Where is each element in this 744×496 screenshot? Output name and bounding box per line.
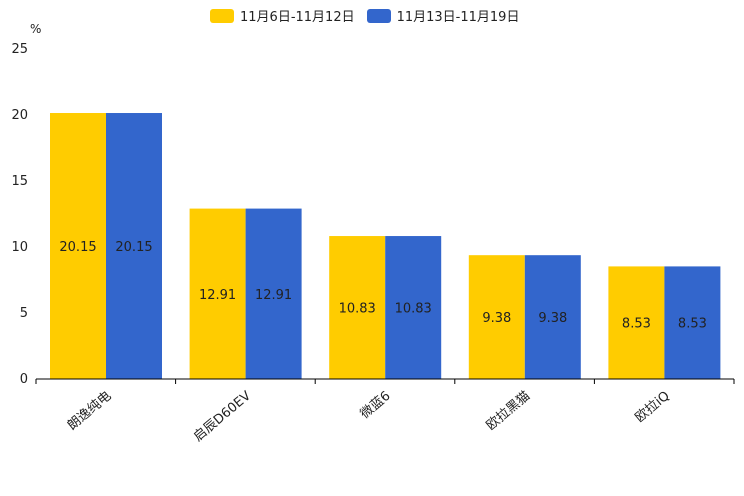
- data-label: 12.91: [255, 288, 292, 303]
- bar-1-微蓝6[interactable]: [329, 236, 386, 379]
- x-category-label: 启辰D60EV: [191, 389, 254, 445]
- x-category-label: 欧拉黑猫: [484, 389, 533, 434]
- bar-2-微蓝6[interactable]: [385, 236, 442, 379]
- y-tick-label: 20: [11, 108, 28, 123]
- data-label: 9.38: [482, 311, 511, 326]
- y-tick-label: 5: [20, 306, 28, 321]
- bar-2-启辰D60EV[interactable]: [245, 208, 302, 379]
- data-label: 8.53: [678, 317, 707, 332]
- legend-item-series-1[interactable]: 11月6日-11月12日: [210, 6, 355, 25]
- legend-swatch-series-1: [210, 8, 234, 23]
- bar-1-欧拉黑猫[interactable]: [468, 255, 525, 379]
- chart-legend: 11月6日-11月12日 11月13日-11月19日: [210, 6, 531, 25]
- y-tick-label: 0: [20, 372, 28, 387]
- y-tick-label: 10: [11, 240, 28, 255]
- bar-1-朗逸纯电[interactable]: [50, 113, 106, 380]
- bar-1-启辰D60EV[interactable]: [189, 208, 246, 379]
- y-axis-unit-label: %: [30, 22, 42, 36]
- bar-2-朗逸纯电[interactable]: [106, 113, 162, 380]
- data-label: 20.15: [115, 240, 152, 255]
- bar-2-欧拉iQ[interactable]: [664, 266, 721, 379]
- data-label: 9.38: [538, 311, 567, 326]
- data-label: 12.91: [199, 288, 236, 303]
- legend-label-series-1: 11月6日-11月12日: [240, 10, 355, 25]
- x-category-label: 微蓝6: [358, 389, 394, 423]
- y-tick-label: 15: [11, 174, 28, 189]
- bar-1-欧拉iQ[interactable]: [608, 266, 665, 379]
- data-label: 10.83: [339, 302, 376, 317]
- data-label: 20.15: [59, 240, 96, 255]
- legend-label-series-2: 11月13日-11月19日: [396, 10, 520, 25]
- data-label: 10.83: [395, 302, 432, 317]
- y-tick-label: 25: [11, 42, 28, 57]
- bar-2-欧拉黑猫[interactable]: [524, 255, 581, 379]
- legend-item-series-2[interactable]: 11月13日-11月19日: [366, 6, 520, 25]
- data-label: 8.53: [622, 317, 651, 332]
- x-category-label: 朗逸纯电: [65, 389, 114, 434]
- x-category-label: 欧拉iQ: [633, 389, 673, 426]
- legend-swatch-series-2: [366, 8, 391, 23]
